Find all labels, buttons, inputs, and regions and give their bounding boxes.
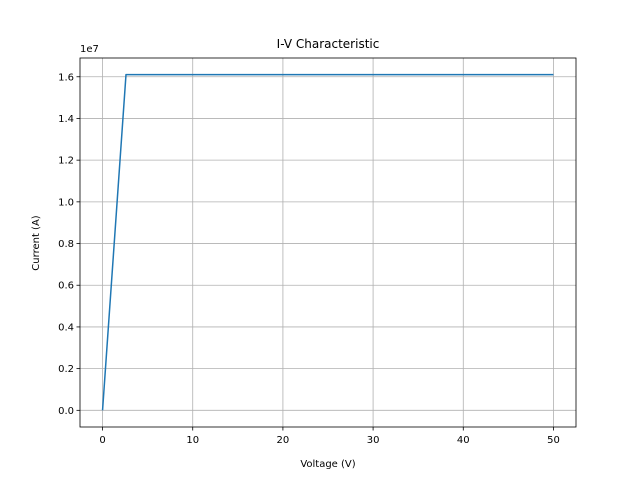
- y-axis-offset-label: 1e7: [80, 44, 99, 55]
- x-tick-label: 30: [367, 435, 380, 446]
- x-axis-label: Voltage (V): [300, 459, 355, 470]
- x-tick-label: 10: [186, 435, 199, 446]
- y-tick-label: 1.2: [58, 156, 74, 167]
- plot-frame: [79, 57, 577, 428]
- y-tick-label: 1.4: [58, 114, 74, 125]
- x-tick-label: 50: [547, 435, 560, 446]
- x-tick-label: 20: [277, 435, 290, 446]
- y-tick-label: 0.2: [58, 364, 74, 375]
- y-axis-label: Current (A): [31, 215, 42, 270]
- chart-title: I-V Characteristic: [277, 37, 380, 51]
- axes: 0 10 20 30 40 50 0.0 0.2 0.4 0.6 0.8 1.0 1.2 1.4 1.6: [58, 57, 577, 446]
- y-tick-label: 0.4: [58, 322, 74, 333]
- series-line: [101, 73, 554, 411]
- y-tick-label: 0.6: [58, 281, 74, 292]
- y-tick-label: 0.8: [58, 239, 74, 250]
- y-tick-label: 1.0: [58, 197, 74, 208]
- series-layer: [101, 73, 554, 411]
- y-tick-label: 1.6: [58, 72, 74, 83]
- x-tick-label: 40: [457, 435, 470, 446]
- y-tick-label: 0.0: [58, 406, 74, 417]
- x-tick-label: 0: [99, 435, 105, 446]
- grid-lines: [80, 58, 576, 427]
